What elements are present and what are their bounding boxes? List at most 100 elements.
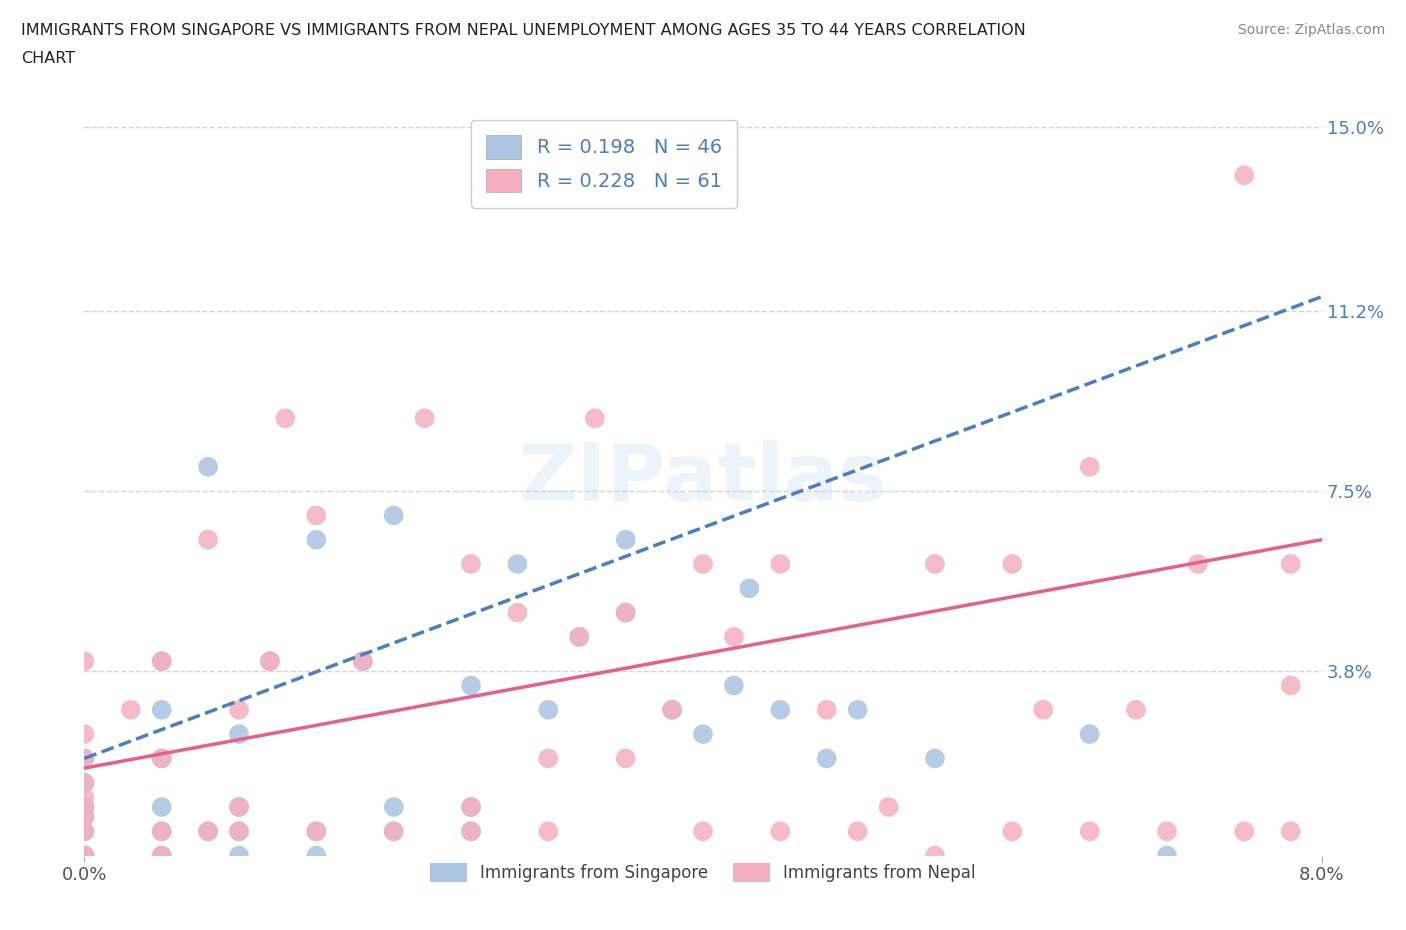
Point	[723, 678, 745, 693]
Point	[150, 824, 173, 839]
Point	[460, 800, 482, 815]
Point	[150, 654, 173, 669]
Point	[661, 702, 683, 717]
Point	[150, 751, 173, 765]
Text: ZIPatlas: ZIPatlas	[519, 440, 887, 518]
Point	[1078, 824, 1101, 839]
Point	[1001, 824, 1024, 839]
Point	[228, 848, 250, 863]
Point	[815, 702, 838, 717]
Point	[73, 776, 96, 790]
Point	[1156, 824, 1178, 839]
Point	[769, 702, 792, 717]
Point	[568, 630, 591, 644]
Point	[1078, 459, 1101, 474]
Point	[537, 824, 560, 839]
Point	[197, 824, 219, 839]
Point	[228, 702, 250, 717]
Text: IMMIGRANTS FROM SINGAPORE VS IMMIGRANTS FROM NEPAL UNEMPLOYMENT AMONG AGES 35 TO: IMMIGRANTS FROM SINGAPORE VS IMMIGRANTS …	[21, 23, 1026, 38]
Point	[150, 751, 173, 765]
Point	[614, 605, 637, 620]
Point	[1156, 848, 1178, 863]
Point	[1279, 824, 1302, 839]
Point	[259, 654, 281, 669]
Point	[413, 411, 436, 426]
Point	[537, 751, 560, 765]
Point	[150, 800, 173, 815]
Point	[692, 824, 714, 839]
Point	[1125, 702, 1147, 717]
Point	[73, 824, 96, 839]
Point	[305, 824, 328, 839]
Point	[73, 726, 96, 741]
Text: CHART: CHART	[21, 51, 75, 66]
Point	[73, 848, 96, 863]
Point	[73, 790, 96, 804]
Point	[150, 848, 173, 863]
Point	[352, 654, 374, 669]
Point	[382, 800, 405, 815]
Point	[1233, 824, 1256, 839]
Point	[228, 800, 250, 815]
Point	[120, 702, 142, 717]
Point	[73, 848, 96, 863]
Point	[924, 848, 946, 863]
Point	[614, 751, 637, 765]
Point	[73, 800, 96, 815]
Point	[150, 654, 173, 669]
Point	[150, 702, 173, 717]
Point	[460, 678, 482, 693]
Point	[73, 654, 96, 669]
Point	[259, 654, 281, 669]
Point	[846, 702, 869, 717]
Point	[73, 824, 96, 839]
Point	[924, 556, 946, 571]
Point	[723, 630, 745, 644]
Point	[1001, 556, 1024, 571]
Point	[924, 751, 946, 765]
Point	[1032, 702, 1054, 717]
Point	[769, 556, 792, 571]
Point	[228, 824, 250, 839]
Point	[614, 532, 637, 547]
Point	[73, 848, 96, 863]
Point	[506, 605, 529, 620]
Point	[460, 800, 482, 815]
Point	[692, 556, 714, 571]
Legend: Immigrants from Singapore, Immigrants from Nepal: Immigrants from Singapore, Immigrants fr…	[423, 857, 983, 889]
Point	[537, 702, 560, 717]
Point	[73, 751, 96, 765]
Point	[73, 800, 96, 815]
Point	[305, 824, 328, 839]
Point	[846, 824, 869, 839]
Point	[73, 809, 96, 824]
Point	[815, 751, 838, 765]
Point	[738, 581, 761, 596]
Point	[460, 824, 482, 839]
Point	[352, 654, 374, 669]
Point	[197, 532, 219, 547]
Point	[382, 824, 405, 839]
Point	[228, 726, 250, 741]
Point	[568, 630, 591, 644]
Point	[73, 776, 96, 790]
Point	[1279, 556, 1302, 571]
Point	[73, 800, 96, 815]
Point	[197, 459, 219, 474]
Point	[73, 848, 96, 863]
Point	[1279, 678, 1302, 693]
Point	[877, 800, 900, 815]
Point	[228, 800, 250, 815]
Point	[305, 508, 328, 523]
Point	[614, 605, 637, 620]
Point	[506, 556, 529, 571]
Point	[1078, 726, 1101, 741]
Point	[150, 848, 173, 863]
Point	[1187, 556, 1209, 571]
Point	[150, 824, 173, 839]
Point	[382, 824, 405, 839]
Point	[274, 411, 297, 426]
Point	[382, 508, 405, 523]
Point	[1233, 167, 1256, 182]
Point	[228, 824, 250, 839]
